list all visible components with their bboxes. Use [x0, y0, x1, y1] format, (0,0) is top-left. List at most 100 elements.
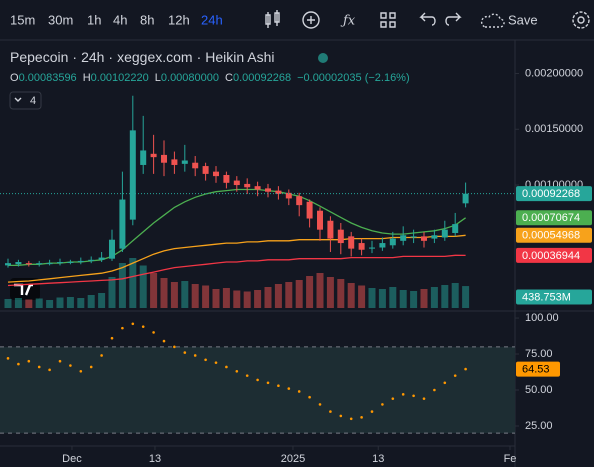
volume-bar — [316, 273, 324, 308]
price-tick-label: 0.00150000 — [525, 123, 583, 135]
rsi-point — [17, 362, 20, 366]
candle-body — [150, 153, 157, 158]
volume-bar — [358, 285, 366, 308]
indicator-add-icon[interactable] — [302, 11, 320, 29]
rsi-point — [110, 336, 114, 340]
save-button[interactable]: Save — [508, 12, 538, 27]
volume-bar — [87, 295, 95, 308]
interval-button[interactable]: 12h — [168, 12, 190, 27]
volume-bar — [46, 300, 54, 308]
volume-bar — [212, 289, 220, 308]
volume-bar — [337, 279, 345, 308]
candle-body — [181, 160, 188, 164]
volume-bar — [347, 283, 355, 308]
candle-body — [88, 259, 95, 261]
candle-body — [431, 235, 438, 239]
exchange: xeggex.com — [117, 49, 192, 65]
volume-bar — [191, 284, 199, 308]
ohlc-value: 0.00080000 — [161, 72, 219, 84]
time-tick-label: 2025 — [281, 453, 305, 465]
volume-bar — [139, 265, 147, 308]
candle-type-icon[interactable] — [265, 10, 280, 28]
ma-label-bg — [516, 247, 592, 263]
volume-bar — [150, 273, 158, 308]
ohlc-key: H — [83, 72, 91, 84]
volume-bar — [160, 278, 168, 308]
volume-bar — [222, 288, 230, 308]
rsi-point — [422, 397, 426, 400]
rsi-point — [370, 410, 374, 413]
rsi-point — [287, 387, 291, 390]
last-price-label: 0.00092268 — [522, 188, 580, 200]
rsi-point — [266, 381, 270, 385]
candle-body — [192, 162, 199, 169]
volume-bar — [378, 289, 386, 308]
volume-bar — [202, 285, 210, 308]
candle-body — [202, 166, 209, 174]
interval-button[interactable]: 24h — [201, 12, 223, 27]
redo-icon[interactable] — [445, 12, 462, 26]
rsi-point — [443, 381, 447, 385]
ohlc-key: C — [225, 72, 233, 84]
ohlc-row: O0.00083596 H0.00102220 L0.00080000 C0.0009… — [10, 72, 410, 84]
candle-body — [337, 229, 344, 244]
interval-button[interactable]: 1h — [87, 12, 101, 27]
volume-bar — [118, 263, 126, 308]
volume-bar — [389, 287, 397, 308]
volume-bar — [264, 287, 272, 308]
ohlc-value: 0.00102220 — [91, 72, 149, 84]
rsi-point — [58, 359, 62, 363]
rsi-point — [464, 367, 467, 371]
ma-label: 0.00036944 — [522, 250, 580, 262]
time-tick-label: 13 — [149, 453, 161, 465]
volume-bar — [410, 291, 418, 308]
volume-bar — [56, 297, 64, 308]
volume-bar — [25, 299, 33, 308]
volume-bar — [306, 276, 314, 308]
ohlc-key: O — [10, 72, 19, 84]
layout-icon[interactable] — [380, 12, 396, 28]
volume-label: 438.753M — [522, 291, 571, 303]
settings-icon[interactable] — [572, 11, 590, 29]
rsi-point — [79, 369, 83, 373]
rsi-label-bg — [516, 361, 560, 377]
rsi-point — [225, 365, 228, 369]
candle-body — [171, 159, 178, 165]
interval-button[interactable]: 15m — [10, 12, 35, 27]
separator: · — [72, 49, 77, 65]
rsi-tick-label: 100.00 — [525, 312, 559, 324]
separator: · — [108, 49, 113, 65]
candle-body — [358, 243, 365, 250]
volume-bar — [285, 282, 293, 308]
rsi-point — [162, 339, 166, 343]
volume-bar — [181, 281, 189, 308]
rsi-point — [48, 368, 51, 372]
rsi-point — [318, 403, 322, 406]
volume-bar — [420, 289, 428, 308]
candle-body — [109, 239, 116, 259]
rsi-point — [245, 374, 249, 377]
candle-body — [275, 190, 282, 194]
indicator-toggle[interactable] — [9, 91, 42, 110]
rsi-point — [277, 384, 280, 387]
rsi-point — [391, 397, 395, 400]
undo-icon[interactable] — [419, 12, 436, 26]
candle-body — [213, 171, 220, 177]
rsi-point — [235, 369, 239, 373]
rsi-point — [412, 394, 415, 398]
candle-body — [462, 193, 469, 204]
candle-body — [421, 236, 428, 241]
interval-button[interactable]: 8h — [140, 12, 154, 27]
chart-style: Heikin Ashi — [205, 49, 274, 65]
rsi-point — [193, 354, 197, 357]
indicators-icon[interactable]: ƒx — [340, 14, 356, 29]
volume-bar — [243, 291, 251, 308]
volume-bar — [233, 290, 241, 308]
candle-body — [119, 199, 126, 249]
interval-button[interactable]: 30m — [48, 12, 73, 27]
cloud-icon[interactable] — [480, 13, 505, 28]
interval-button[interactable]: 4h — [113, 12, 127, 27]
candle-body — [67, 262, 74, 264]
candle-body — [348, 236, 355, 249]
